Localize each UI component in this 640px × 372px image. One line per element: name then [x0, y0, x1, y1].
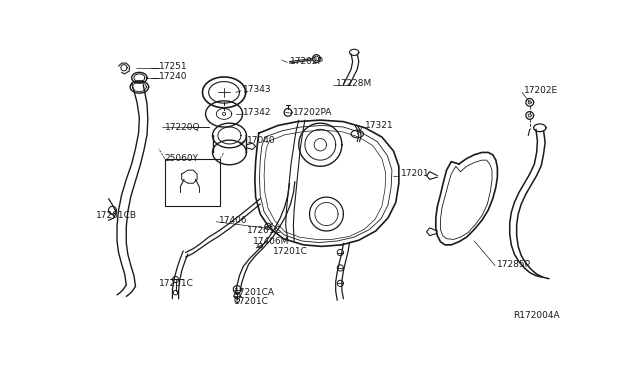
- Text: 17201CA: 17201CA: [234, 288, 275, 297]
- Text: 17201C: 17201C: [247, 226, 282, 235]
- Text: R172004A: R172004A: [513, 311, 559, 320]
- Text: 17201: 17201: [401, 170, 430, 179]
- Text: 17240: 17240: [159, 73, 187, 81]
- Text: 17406M: 17406M: [253, 237, 289, 246]
- Text: 17040: 17040: [247, 137, 276, 145]
- Text: 17285P: 17285P: [497, 260, 531, 269]
- Text: 17201C: 17201C: [273, 247, 307, 256]
- Text: 17201CB: 17201CB: [95, 211, 136, 220]
- Text: 17251: 17251: [159, 62, 188, 71]
- Text: 17343: 17343: [243, 85, 272, 94]
- Text: 17342: 17342: [243, 108, 272, 117]
- Text: 25060Y: 25060Y: [164, 154, 199, 163]
- Text: 17202E: 17202E: [524, 86, 559, 95]
- Text: 17202PA: 17202PA: [293, 108, 333, 117]
- Text: 17406: 17406: [219, 216, 247, 225]
- Text: 17228M: 17228M: [336, 78, 372, 88]
- Text: 17220Q: 17220Q: [164, 122, 200, 132]
- Text: 17202P: 17202P: [289, 57, 323, 66]
- Text: 17201C: 17201C: [234, 297, 269, 306]
- Text: 17321: 17321: [365, 121, 394, 130]
- Text: 17201C: 17201C: [159, 279, 193, 288]
